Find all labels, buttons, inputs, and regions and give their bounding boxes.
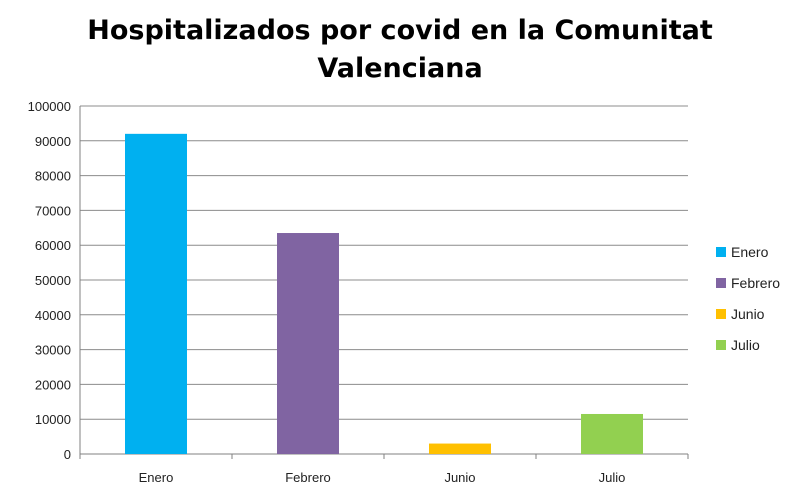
y-tick-label: 40000	[35, 308, 71, 323]
y-axis-ticks: 0 10000 20000 30000 40000 50000 60000 70000 8000…	[28, 99, 71, 462]
x-tick-label: Junio	[444, 470, 475, 485]
y-tick-label: 70000	[35, 203, 71, 218]
y-tick-label: 50000	[35, 273, 71, 288]
legend: Enero Febrero Junio Julio	[716, 236, 780, 360]
y-tick-label: 30000	[35, 343, 71, 358]
legend-swatch	[716, 246, 726, 257]
legend-item: Enero	[716, 236, 780, 267]
y-tick-label: 60000	[35, 238, 71, 253]
legend-item: Junio	[716, 298, 780, 329]
y-tick-label: 100000	[28, 99, 71, 114]
x-tick-label: Febrero	[285, 470, 331, 485]
x-tick-label: Enero	[139, 470, 174, 485]
legend-label: Junio	[731, 305, 765, 322]
x-tick-label: Julio	[599, 470, 626, 485]
bars	[125, 133, 643, 454]
bar-julio	[581, 413, 643, 454]
bar-febrero	[277, 233, 339, 454]
y-tick-label: 10000	[35, 412, 71, 427]
legend-item: Julio	[716, 329, 780, 360]
chart-title-line-1: Hospitalizados por covid en la Comunitat	[87, 15, 713, 46]
y-tick-label: 90000	[35, 134, 71, 149]
y-tick-label: 80000	[35, 169, 71, 184]
legend-label: Febrero	[731, 274, 781, 291]
legend-swatch	[716, 339, 726, 350]
legend-swatch	[716, 277, 726, 288]
y-tick-label: 0	[64, 447, 71, 462]
bar-junio	[429, 443, 491, 454]
y-tick-label: 20000	[35, 377, 71, 392]
x-axis-ticks: Enero Febrero Junio Julio	[79, 454, 689, 485]
bar-enero	[125, 133, 187, 454]
chart-title: Hospitalizados por covid en la Comunitat…	[0, 12, 800, 88]
legend-swatch	[716, 308, 726, 319]
legend-item: Febrero	[716, 267, 780, 298]
legend-label: Julio	[731, 336, 760, 353]
chart-title-line-2: Valenciana	[317, 53, 483, 84]
legend-label: Enero	[731, 243, 769, 260]
